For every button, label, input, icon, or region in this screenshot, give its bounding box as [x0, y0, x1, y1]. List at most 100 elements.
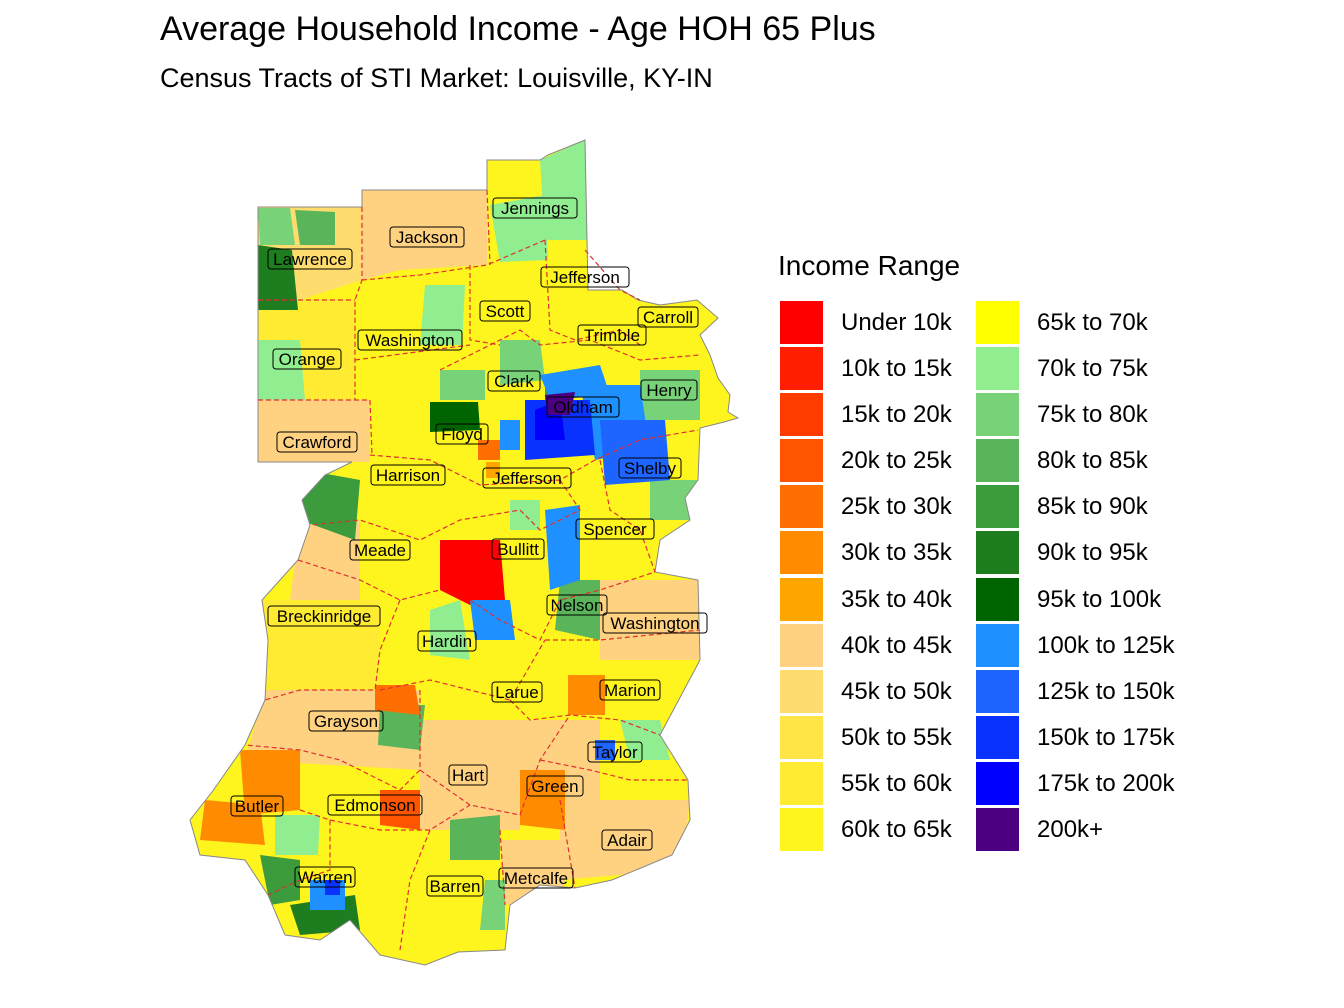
- county-name: Carroll: [643, 308, 693, 327]
- legend-label: 35k to 40k: [841, 585, 952, 613]
- legend-swatch: [780, 761, 823, 805]
- legend-swatch: [976, 485, 1019, 529]
- legend-swatch: [976, 623, 1019, 667]
- legend-swatch: [780, 577, 823, 621]
- legend-swatch: [780, 485, 823, 529]
- county-label: Taylor: [587, 741, 643, 763]
- county-label: Larue: [491, 681, 543, 703]
- legend-swatch: [780, 393, 823, 437]
- legend-swatch: [976, 301, 1019, 344]
- county-label: Clark: [487, 370, 541, 392]
- county-name: Harrison: [376, 466, 440, 485]
- county-name: Edmonson: [334, 796, 415, 815]
- county-label: Lawrence: [267, 248, 353, 270]
- legend-swatch: [780, 715, 823, 759]
- county-name: Jackson: [396, 228, 458, 247]
- legend-label: 85k to 90k: [1037, 493, 1148, 521]
- county-name: Hart: [452, 766, 484, 785]
- county-name: Washington: [365, 331, 454, 350]
- legend-swatch: [976, 669, 1019, 713]
- legend-swatch: [780, 301, 823, 344]
- county-label: Washington: [602, 612, 708, 634]
- county-name: Floyd: [441, 425, 483, 444]
- legend-label: 20k to 25k: [841, 447, 952, 475]
- county-label: Scott: [479, 300, 531, 322]
- legend-swatch: [976, 577, 1019, 621]
- legend-swatch: [976, 531, 1019, 575]
- county-label: Jefferson: [540, 266, 630, 288]
- county-labels: Jennings Jackson Lawrence Jefferson Scot…: [230, 197, 708, 897]
- legend-title: Income Range: [778, 250, 961, 281]
- legend-label: 175k to 200k: [1037, 769, 1175, 797]
- legend-swatch: [780, 623, 823, 667]
- county-label: Crawford: [276, 431, 358, 453]
- county-label: Adair: [601, 829, 653, 851]
- legend-label: 90k to 95k: [1037, 539, 1148, 567]
- county-name: Lawrence: [273, 250, 347, 269]
- legend-swatch: [976, 439, 1019, 483]
- legend-label: 95k to 100k: [1037, 585, 1162, 613]
- county-name: Green: [531, 777, 578, 796]
- legend-swatch: [976, 393, 1019, 437]
- county-label: Bullitt: [491, 538, 545, 560]
- legend-label: 75k to 80k: [1037, 401, 1148, 429]
- county-name: Taylor: [592, 743, 638, 762]
- legend-swatch: [780, 347, 823, 391]
- county-label: Floyd: [435, 423, 489, 445]
- county-name: Orange: [279, 350, 336, 369]
- county-name: Washington: [610, 614, 699, 633]
- county-label: Breckinridge: [267, 605, 381, 627]
- legend-swatch: [780, 808, 823, 852]
- county-name: Butler: [235, 797, 280, 816]
- county-name: Bullitt: [497, 540, 539, 559]
- county-name: Hardin: [422, 632, 472, 651]
- county-label: Jefferson: [482, 467, 572, 489]
- county-label: Hardin: [417, 630, 477, 652]
- tract-fills: [190, 140, 738, 965]
- county-name: Crawford: [283, 433, 352, 452]
- county-name: Jennings: [501, 199, 569, 218]
- legend-label: 40k to 45k: [841, 631, 952, 659]
- county-label: Jennings: [492, 197, 578, 219]
- legend-label: 30k to 35k: [841, 539, 952, 567]
- county-name: Jefferson: [550, 268, 620, 287]
- county-label: Warren: [294, 866, 356, 888]
- legend-label: 10k to 15k: [841, 355, 952, 383]
- legend-label: 150k to 175k: [1037, 723, 1175, 751]
- legend-swatch: [780, 439, 823, 483]
- county-label: Orange: [272, 348, 342, 370]
- region-outline: [189, 139, 740, 966]
- county-label: Jackson: [389, 226, 465, 248]
- county-name: Nelson: [551, 596, 604, 615]
- legend-label: 60k to 65k: [841, 816, 952, 844]
- county-name: Grayson: [314, 712, 378, 731]
- county-name: Trimble: [584, 326, 640, 345]
- legend-swatch: [976, 808, 1019, 852]
- map-subtitle: Census Tracts of STI Market: Louisville,…: [160, 63, 713, 93]
- county-label: Washington: [357, 329, 463, 351]
- county-name: Spencer: [583, 520, 647, 539]
- county-name: Marion: [604, 681, 656, 700]
- county-name: Clark: [494, 372, 534, 391]
- county-name: Henry: [646, 381, 692, 400]
- map-title: Average Household Income - Age HOH 65 Pl…: [160, 10, 876, 48]
- legend-label: 50k to 55k: [841, 723, 952, 751]
- county-label: Trimble: [577, 324, 647, 346]
- legend-label: 100k to 125k: [1037, 631, 1175, 659]
- county-name: Larue: [495, 683, 538, 702]
- county-label: Nelson: [546, 594, 608, 616]
- county-name: Jefferson: [492, 469, 562, 488]
- legend-label: 65k to 70k: [1037, 309, 1148, 336]
- legend-swatch: [780, 531, 823, 575]
- legend-label: 70k to 75k: [1037, 355, 1148, 383]
- county-name: Metcalfe: [504, 869, 568, 888]
- legend-label: 55k to 60k: [841, 769, 952, 797]
- county-label: Harrison: [370, 464, 446, 486]
- county-label: Meade: [349, 539, 411, 561]
- county-label: Green: [526, 775, 584, 797]
- county-label: Hart: [448, 764, 488, 786]
- legend-label: Under 10k: [841, 309, 952, 336]
- county-label: Carroll: [637, 306, 699, 328]
- legend-label: 45k to 50k: [841, 677, 952, 705]
